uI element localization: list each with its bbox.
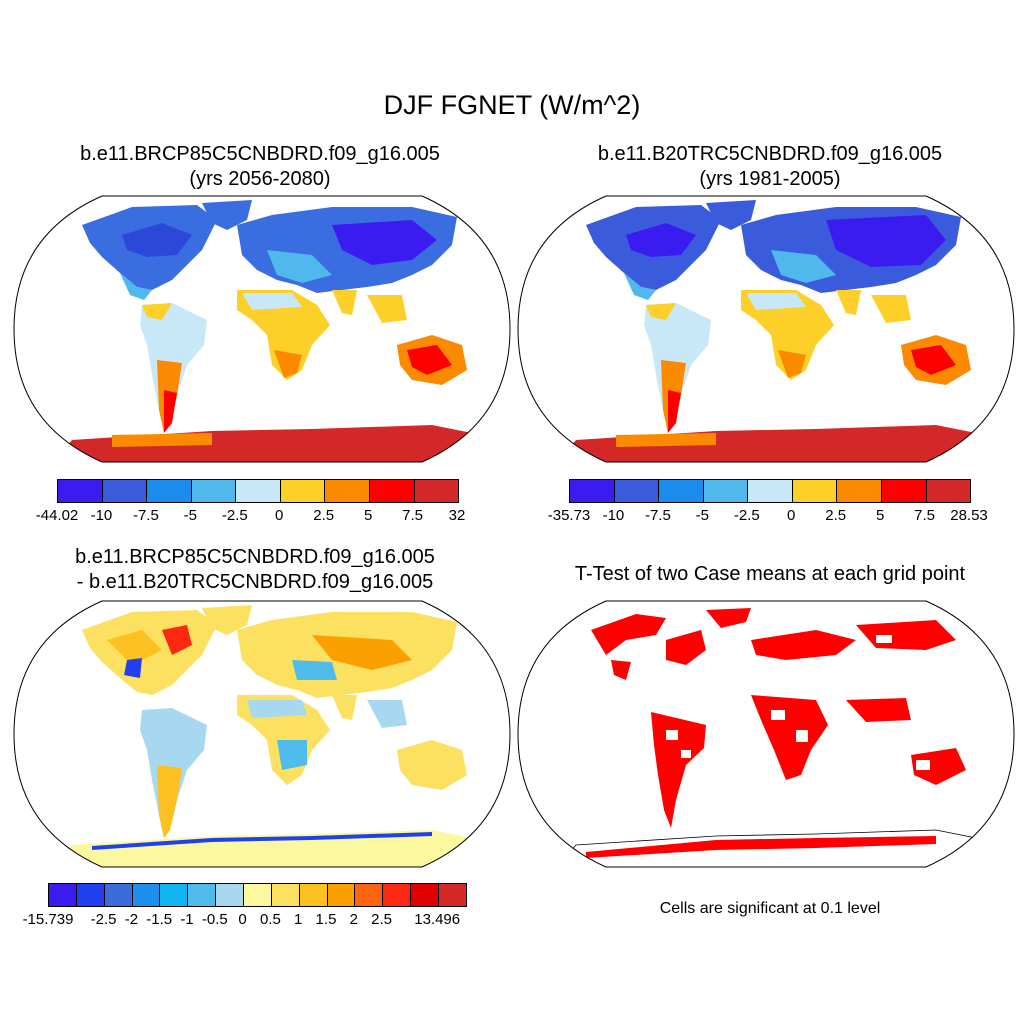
colorbar-swatch [327, 884, 356, 906]
difference-line-2: - b.e11.B20TRC5CNBDRD.f09_g16.005 [76, 571, 434, 593]
colorbar-tick-label: -2.5 [90, 911, 117, 928]
map-difference [13, 600, 511, 868]
colorbar-tick-label: 2.5 [371, 911, 393, 928]
colorbar-swatch [792, 480, 838, 502]
colorbar-swatch [58, 480, 103, 502]
colorbar-swatch [147, 480, 192, 502]
map-ttest [517, 600, 1015, 868]
colorbar-swatch [703, 480, 749, 502]
colorbar-tick-label: 2.5 [825, 507, 847, 524]
colorbar-swatch [191, 480, 237, 502]
colorbar-tick-label: -44.02 [35, 507, 79, 524]
colorbar-swatch [102, 480, 148, 502]
colorbar-tick-label: 32 [448, 507, 466, 524]
colorbar-swatch [881, 480, 927, 502]
colorbar-tick-label: 7.5 [402, 507, 423, 524]
colorbar-swatch [271, 884, 300, 906]
colorbar-tick-label: -15.739 [22, 911, 74, 928]
significance-note: Cells are significant at 0.1 level [659, 900, 881, 917]
map-historical [517, 195, 1015, 463]
colorbar-swatch [49, 884, 77, 906]
colorbar-swatch [244, 884, 272, 906]
panel-title-top-right: b.e11.B20TRC5CNBDRD.f09_g16.005 (yrs 198… [520, 142, 1020, 192]
colorbar-tick-label: 2 [349, 911, 358, 928]
colorbar-difference [48, 883, 467, 907]
colorbar-future [57, 479, 459, 503]
colorbar-tick-label: 0.5 [259, 911, 281, 928]
colorbar-swatch [383, 884, 412, 906]
colorbar-tick-label: 5 [363, 507, 373, 524]
colorbar-tick-label: 28.53 [950, 507, 988, 524]
colorbar-tick-label: -5 [183, 507, 197, 524]
figure-title: DJF FGNET (W/m^2) [383, 90, 641, 120]
colorbar-swatch [614, 480, 660, 502]
colorbar-tick-label: -10 [90, 507, 113, 524]
colorbar-tick-label: 0 [787, 507, 796, 524]
case-name: b.e11.B20TRC5CNBDRD.f09_g16.005 [597, 143, 943, 165]
colorbar-swatch [104, 884, 133, 906]
colorbar-swatch [748, 480, 793, 502]
colorbar-swatch [570, 480, 615, 502]
colorbar-tick-label: -2.5 [733, 507, 760, 524]
panel-title-difference: b.e11.BRCP85C5CNBDRD.f09_g16.005 - b.e11… [10, 545, 500, 595]
colorbar-swatch [355, 884, 384, 906]
colorbar-tick-label: 1 [294, 911, 303, 928]
colorbar-difference-labels: -15.739 -2.5 -2 -1.5 -1 -0.5 0 0.5 1 1.5 2 2.5 13.49… [23, 911, 465, 931]
colorbar-tick-label: 0 [238, 911, 247, 928]
colorbar-tick-label: 2.5 [313, 507, 335, 524]
case-name: b.e11.BRCP85C5CNBDRD.f09_g16.005 [80, 143, 440, 165]
colorbar-tick-label: 5 [875, 507, 885, 524]
colorbar-historical [569, 479, 971, 503]
colorbar-swatch [299, 884, 328, 906]
colorbar-swatch [411, 884, 440, 906]
colorbar-tick-label: -35.73 [547, 507, 591, 524]
colorbar-historical-labels: -35.73 -10 -7.5 -5 -2.5 0 2.5 5 7.5 28.53 [548, 507, 988, 527]
difference-line-1: b.e11.BRCP85C5CNBDRD.f09_g16.005 [75, 546, 435, 568]
colorbar-swatch [369, 480, 415, 502]
colorbar-tick-label: -1.5 [146, 911, 173, 928]
colorbar-swatch [76, 884, 105, 906]
years-range: (yrs 1981-2005) [699, 168, 841, 190]
colorbar-tick-label: -10 [602, 507, 625, 524]
colorbar-tick-label: -1 [180, 911, 194, 928]
colorbar-swatch [216, 884, 245, 906]
colorbar-tick-label: -2 [124, 911, 139, 928]
colorbar-tick-label: -7.5 [132, 507, 159, 524]
colorbar-swatch [414, 480, 459, 502]
colorbar-swatch [160, 884, 189, 906]
colorbar-swatch [659, 480, 704, 502]
colorbar-swatch [325, 480, 370, 502]
colorbar-future-labels: -44.02 -10 -7.5 -5 -2.5 0 2.5 5 7.5 32 [36, 507, 466, 527]
colorbar-tick-label: -5 [695, 507, 709, 524]
ttest-title: T-Test of two Case means at each grid po… [574, 563, 966, 585]
colorbar-swatch [926, 480, 971, 502]
colorbar-tick-label: 0 [275, 507, 284, 524]
years-range: (yrs 2056-2080) [189, 168, 331, 190]
colorbar-swatch [188, 884, 217, 906]
map-future [13, 195, 511, 463]
colorbar-tick-label: 1.5 [315, 911, 337, 928]
colorbar-swatch [132, 884, 161, 906]
colorbar-swatch [439, 884, 466, 906]
colorbar-tick-label: -0.5 [201, 911, 228, 928]
colorbar-swatch [837, 480, 882, 502]
colorbar-tick-label: 7.5 [914, 507, 935, 524]
colorbar-swatch [280, 480, 326, 502]
colorbar-tick-label: 13.496 [414, 911, 461, 928]
colorbar-tick-label: -7.5 [644, 507, 671, 524]
colorbar-swatch [236, 480, 281, 502]
panel-title-top-left: b.e11.BRCP85C5CNBDRD.f09_g16.005 (yrs 20… [20, 142, 500, 192]
colorbar-tick-label: -2.5 [221, 507, 248, 524]
